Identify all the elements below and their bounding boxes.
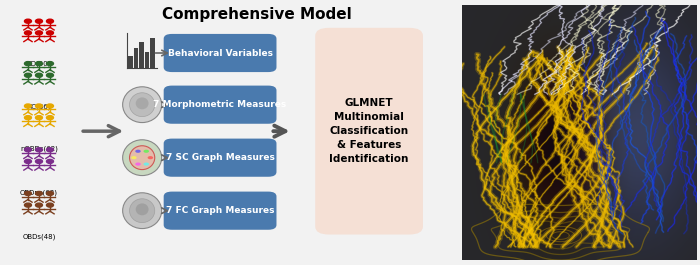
Circle shape [36,73,43,77]
Circle shape [36,31,43,35]
Circle shape [25,116,32,120]
Circle shape [46,191,53,196]
Text: OBDs(48): OBDs(48) [22,233,56,240]
FancyBboxPatch shape [164,139,276,177]
Text: 7 SC Graph Measures: 7 SC Graph Measures [166,153,274,162]
Ellipse shape [122,193,162,228]
Circle shape [46,31,53,35]
Circle shape [25,31,32,35]
Text: HC(86): HC(86) [27,103,51,110]
Circle shape [36,191,43,196]
Circle shape [148,156,153,159]
Circle shape [25,203,32,207]
Text: 7 Morphometric Measures: 7 Morphometric Measures [153,100,287,109]
Circle shape [144,150,149,153]
Bar [139,42,144,68]
FancyBboxPatch shape [164,86,276,124]
Circle shape [46,159,53,164]
Text: nOBDs(62): nOBDs(62) [20,146,58,152]
Text: BD(50): BD(50) [27,61,51,68]
Circle shape [46,19,53,23]
Ellipse shape [130,199,155,223]
FancyBboxPatch shape [315,28,423,235]
Circle shape [36,116,43,120]
Circle shape [25,73,32,77]
Circle shape [144,162,149,166]
Circle shape [36,104,43,108]
Circle shape [46,104,53,108]
Circle shape [36,148,43,152]
Ellipse shape [130,146,155,170]
Ellipse shape [136,97,148,109]
Circle shape [36,61,43,66]
Circle shape [25,104,32,108]
Bar [134,48,138,68]
Circle shape [46,73,53,77]
Circle shape [135,162,141,166]
Circle shape [36,159,43,164]
Text: GLMNET
Multinomial
Classification
& Features
Identification: GLMNET Multinomial Classification & Feat… [330,98,409,164]
FancyBboxPatch shape [164,192,276,230]
Text: Behavioral Variables: Behavioral Variables [167,48,272,58]
Bar [145,52,149,68]
Circle shape [131,156,136,159]
Bar [150,38,155,68]
FancyBboxPatch shape [164,34,276,72]
Circle shape [36,203,43,207]
Ellipse shape [122,87,162,122]
Ellipse shape [136,204,148,215]
Circle shape [46,61,53,66]
Text: OBDns(63): OBDns(63) [20,189,58,196]
Text: Comprehensive Model: Comprehensive Model [162,7,351,22]
Bar [128,56,132,68]
Circle shape [25,19,32,23]
Circle shape [25,148,32,152]
Ellipse shape [122,140,162,175]
Circle shape [46,116,53,120]
Circle shape [36,19,43,23]
Circle shape [46,203,53,207]
Circle shape [25,159,32,164]
Circle shape [25,61,32,66]
Ellipse shape [130,93,155,117]
Circle shape [25,191,32,196]
Circle shape [135,150,141,153]
Circle shape [46,148,53,152]
Text: 7 FC Graph Measures: 7 FC Graph Measures [166,206,274,215]
